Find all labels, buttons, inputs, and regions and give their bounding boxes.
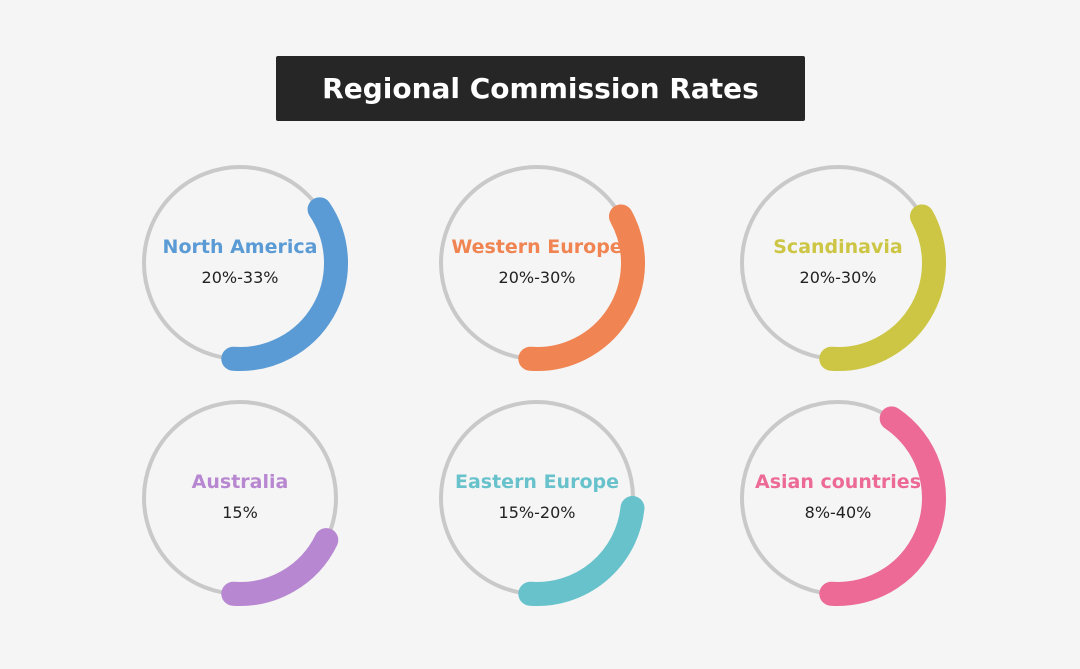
- region-rate: 20%-30%: [800, 268, 877, 287]
- region-name: North America: [163, 236, 318, 258]
- region-rate: 15%-20%: [499, 503, 576, 522]
- region-rate: 8%-40%: [805, 503, 872, 522]
- region-name: Western Europe: [451, 236, 622, 258]
- region-name: Scandinavia: [773, 236, 902, 258]
- region-rate: 20%-33%: [202, 268, 279, 287]
- ring-arc: [518, 496, 645, 606]
- region-name: Asian countries: [755, 471, 921, 493]
- ring-arc: [819, 204, 946, 371]
- region-rate: 20%-30%: [499, 268, 576, 287]
- region-name: Eastern Europe: [455, 471, 619, 493]
- ring-arc: [221, 528, 339, 606]
- region-name: Australia: [192, 471, 289, 493]
- ring-arc: [221, 197, 348, 371]
- ring-arc: [819, 406, 946, 606]
- ring-arc: [518, 204, 645, 371]
- title: Regional Commission Rates: [276, 56, 805, 121]
- region-rate: 15%: [222, 503, 258, 522]
